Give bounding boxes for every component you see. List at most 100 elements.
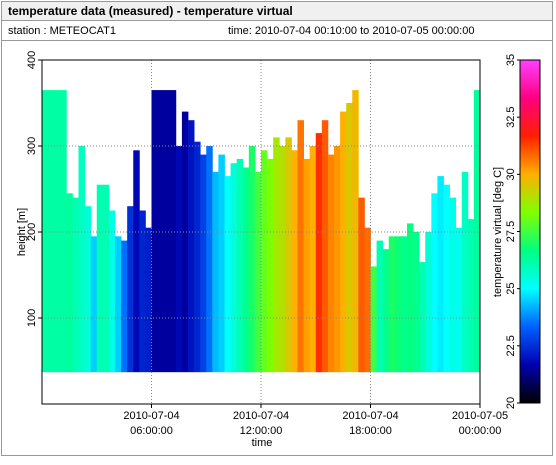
x-tick-label: 2010-07-04 [123, 410, 179, 422]
bar [376, 240, 384, 373]
bar [248, 146, 256, 373]
bar [431, 193, 438, 373]
bar [309, 146, 317, 373]
bar [327, 154, 335, 373]
bar [273, 137, 280, 373]
bar [261, 150, 268, 373]
x-tick-label: 12:00:00 [240, 425, 283, 437]
bar [163, 90, 171, 373]
bar [145, 227, 152, 373]
bar [467, 219, 475, 373]
bar [115, 236, 122, 373]
colorbar-label: temperature virtual [deg C] [492, 167, 504, 297]
bar [364, 227, 371, 373]
colorbar [519, 59, 541, 404]
bar [370, 266, 377, 373]
bar [188, 120, 195, 373]
bar [48, 90, 55, 373]
bar [181, 111, 189, 373]
bar [108, 210, 116, 373]
colorbar-tick-label: 25 [505, 283, 517, 295]
bar [78, 146, 85, 373]
bar [96, 184, 104, 373]
bar [102, 184, 110, 373]
x-tick-label: 2010-07-04 [342, 410, 398, 422]
bar [291, 150, 298, 373]
bar [54, 90, 61, 373]
x-tick-label: 2010-07-04 [233, 410, 289, 422]
y-tick-label: 400 [26, 51, 38, 69]
colorbar-tick-label: 32.5 [505, 106, 517, 127]
bar [449, 197, 457, 373]
bar [206, 146, 213, 373]
bar [279, 146, 286, 373]
bar [218, 154, 225, 373]
bar [340, 111, 347, 373]
colorbar-tick-label: 27.5 [505, 221, 517, 242]
bar [407, 223, 414, 373]
x-tick-label: 18:00:00 [349, 425, 392, 437]
colorbar-tick-label: 22.5 [505, 335, 517, 356]
colorbar-tick-label: 20 [505, 397, 517, 409]
bar [42, 90, 49, 373]
bar [285, 137, 292, 373]
bar [133, 150, 140, 373]
bar [236, 158, 244, 373]
bar [139, 210, 146, 373]
bar [455, 227, 463, 373]
bar [169, 90, 177, 373]
time-range: time: 2010-07-04 00:10:00 to 2010-07-05 … [228, 25, 474, 37]
bar [321, 120, 329, 373]
bar [72, 197, 79, 373]
bar [66, 193, 73, 373]
bar [157, 90, 165, 373]
bar [254, 171, 262, 373]
y-tick-label: 300 [26, 137, 38, 155]
y-tick-label: 200 [26, 223, 38, 241]
bar [315, 133, 323, 373]
bar [151, 90, 158, 373]
bar [352, 90, 359, 373]
bar [413, 232, 420, 373]
colorbar-tick-label: 35 [505, 54, 517, 66]
bar [388, 236, 396, 373]
bar [230, 163, 238, 373]
title: temperature data (measured) - temperatur… [8, 4, 293, 18]
bar [394, 236, 402, 373]
x-tick-label: 00:00:00 [459, 425, 502, 437]
bar [382, 249, 390, 373]
bar [175, 146, 183, 373]
bar [419, 262, 426, 373]
x-axis-label: time [252, 437, 273, 449]
bar [212, 171, 219, 373]
bar [121, 240, 128, 373]
x-tick-label: 2010-07-05 [452, 410, 508, 422]
bar [358, 197, 365, 373]
bar [437, 176, 444, 373]
bar [200, 154, 207, 373]
bar [90, 236, 98, 373]
bar [461, 171, 469, 373]
bar [84, 206, 92, 373]
bar [194, 141, 201, 373]
plot: 100 200 300 400 2010-07-04 06:00:00 2010-07-04… [26, 51, 541, 437]
y-tick-label: 100 [26, 309, 38, 327]
station: station : METEOCAT1 [8, 25, 116, 37]
colorbar-tick-label: 30 [505, 168, 517, 180]
bar [303, 158, 311, 373]
bar [425, 232, 432, 373]
bar [346, 103, 353, 373]
bar [297, 120, 304, 373]
x-tick-label: 06:00:00 [130, 425, 173, 437]
bar [400, 236, 408, 373]
plot-frame [41, 59, 481, 405]
bar [127, 206, 134, 373]
bar [443, 184, 450, 373]
bar [473, 90, 481, 373]
bar [334, 146, 341, 373]
bar [60, 90, 67, 373]
y-axis-label: height [m] [16, 208, 28, 256]
bar [267, 158, 274, 373]
bar [242, 167, 250, 373]
